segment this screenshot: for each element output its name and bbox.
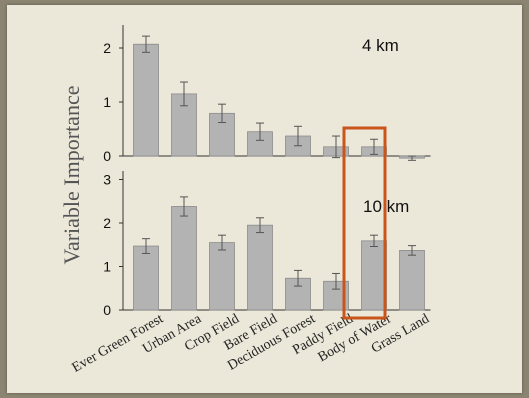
y-axis-label: Variable Importance	[59, 86, 84, 265]
y-tick-label: 1	[103, 259, 111, 275]
panel-1: 0 1 2 4 km	[103, 25, 431, 164]
bar	[133, 43, 159, 157]
highlight-box	[342, 126, 387, 320]
y-tick-label: 2	[103, 40, 111, 56]
y-tick-label: 2	[103, 215, 111, 231]
bar	[399, 250, 425, 311]
bar	[133, 245, 159, 311]
bar	[247, 131, 273, 157]
y-tick-label: 0	[103, 148, 111, 164]
y-tick-label: 3	[103, 172, 111, 188]
bar	[361, 240, 387, 311]
bar	[247, 224, 273, 311]
bar	[171, 206, 197, 311]
y-tick-label: 1	[103, 94, 111, 110]
bar	[209, 242, 235, 311]
y-tick-label: 0	[103, 302, 111, 318]
panel-title: 4 km	[362, 36, 399, 55]
